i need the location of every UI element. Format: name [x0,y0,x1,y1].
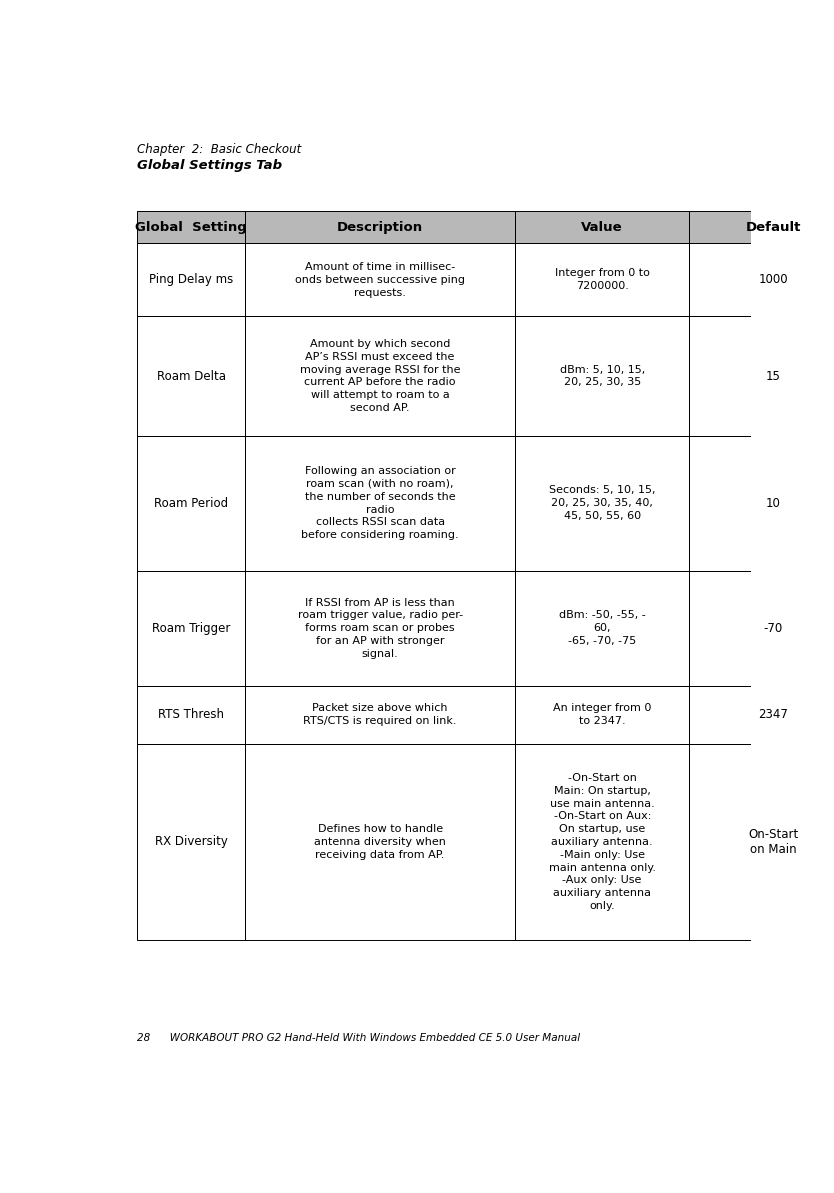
Bar [137,243,245,316]
Text: 15: 15 [766,370,781,383]
Text: Global Settings Tab: Global Settings Tab [137,160,282,173]
Bar [137,211,245,243]
Text: 2347: 2347 [759,709,788,722]
Bar [515,435,690,570]
Text: Roam Delta: Roam Delta [157,370,225,383]
Bar [515,316,690,435]
Text: RTS Thresh: RTS Thresh [158,709,224,722]
Text: Packet size above which
RTS/CTS is required on link.: Packet size above which RTS/CTS is requi… [304,704,457,727]
Text: Chapter  2:  Basic Checkout: Chapter 2: Basic Checkout [137,143,301,156]
Text: 10: 10 [766,496,781,509]
Bar [515,743,690,940]
Text: Description: Description [337,221,423,234]
Text: Amount by which second
AP’s RSSI must exceed the
moving average RSSI for the
cur: Amount by which second AP’s RSSI must ex… [300,339,460,413]
Bar [245,211,515,243]
Text: dBm: 5, 10, 15,
20, 25, 30, 35: dBm: 5, 10, 15, 20, 25, 30, 35 [560,365,645,388]
Bar [515,243,690,316]
Bar [137,686,245,743]
Bar [245,243,515,316]
Text: Defines how to handle
antenna diversity when
receiving data from AP.: Defines how to handle antenna diversity … [314,824,446,860]
Bar [690,211,834,243]
Text: Ping Delay ms: Ping Delay ms [149,273,234,286]
Bar [245,211,515,243]
Bar [245,316,515,435]
Bar [245,743,515,940]
Text: Amount of time in millisec-
onds between successive ping
requests.: Amount of time in millisec- onds between… [295,262,465,297]
Text: On-Start
on Main: On-Start on Main [748,828,799,855]
Bar [515,570,690,686]
Text: If RSSI from AP is less than
roam trigger value, radio per-
forms roam scan or p: If RSSI from AP is less than roam trigge… [298,598,463,659]
Bar [245,570,515,686]
Bar [245,435,515,570]
Text: Roam Trigger: Roam Trigger [152,622,230,635]
Bar [690,211,834,243]
Bar [690,243,834,316]
Text: RX Diversity: RX Diversity [154,835,228,848]
Text: Value: Value [581,221,623,234]
Bar [690,316,834,435]
Text: -70: -70 [764,622,783,635]
Bar [137,743,245,940]
Text: Following an association or
roam scan (with no roam),
the number of seconds the
: Following an association or roam scan (w… [301,466,459,540]
Bar [690,435,834,570]
Text: Seconds: 5, 10, 15,
20, 25, 30, 35, 40,
45, 50, 55, 60: Seconds: 5, 10, 15, 20, 25, 30, 35, 40, … [549,486,656,521]
Text: dBm: -50, -55, -
60,
-65, -70, -75: dBm: -50, -55, - 60, -65, -70, -75 [559,611,646,647]
Text: Roam Period: Roam Period [154,496,229,509]
Bar [137,570,245,686]
Bar [137,211,245,243]
Bar [690,686,834,743]
Bar [690,570,834,686]
Text: 28      WORKABOUT PRO G2 Hand-Held With Windows Embedded CE 5.0 User Manual: 28 WORKABOUT PRO G2 Hand-Held With Windo… [137,1032,580,1043]
Bar [690,743,834,940]
Bar [245,686,515,743]
Text: An integer from 0
to 2347.: An integer from 0 to 2347. [553,704,651,727]
Bar [515,686,690,743]
Bar [515,211,690,243]
Bar [515,211,690,243]
Bar [137,435,245,570]
Text: Default: Default [746,221,801,234]
Bar [137,316,245,435]
Text: 1000: 1000 [759,273,788,286]
Text: Integer from 0 to
7200000.: Integer from 0 to 7200000. [555,268,650,291]
Text: Global  Setting: Global Setting [135,221,247,234]
Text: -On-Start on
Main: On startup,
use main antenna.
-On-Start on Aux:
On startup, u: -On-Start on Main: On startup, use main … [549,773,656,911]
